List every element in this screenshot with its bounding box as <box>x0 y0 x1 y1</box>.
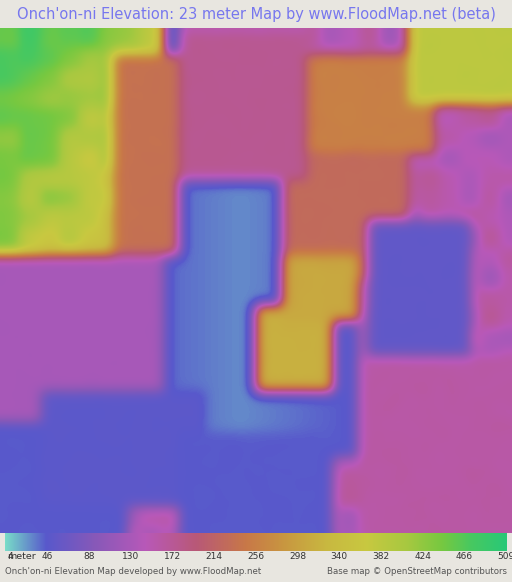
Text: 46: 46 <box>42 552 53 560</box>
Text: meter: meter <box>7 552 36 560</box>
Text: 382: 382 <box>372 552 390 560</box>
Text: 130: 130 <box>122 552 140 560</box>
Text: 4: 4 <box>7 552 13 560</box>
Text: Onch'on-ni Elevation: 23 meter Map by www.FloodMap.net (beta): Onch'on-ni Elevation: 23 meter Map by ww… <box>16 6 496 22</box>
Text: 256: 256 <box>247 552 265 560</box>
Text: 214: 214 <box>206 552 223 560</box>
Text: 340: 340 <box>331 552 348 560</box>
Text: 172: 172 <box>164 552 181 560</box>
Text: 424: 424 <box>414 552 431 560</box>
Text: 509: 509 <box>497 552 512 560</box>
Text: Onch'on-ni Elevation Map developed by www.FloodMap.net: Onch'on-ni Elevation Map developed by ww… <box>5 567 261 576</box>
Text: 466: 466 <box>456 552 473 560</box>
Text: Base map © OpenStreetMap contributors: Base map © OpenStreetMap contributors <box>327 567 507 576</box>
Text: 298: 298 <box>289 552 306 560</box>
Text: 88: 88 <box>83 552 95 560</box>
